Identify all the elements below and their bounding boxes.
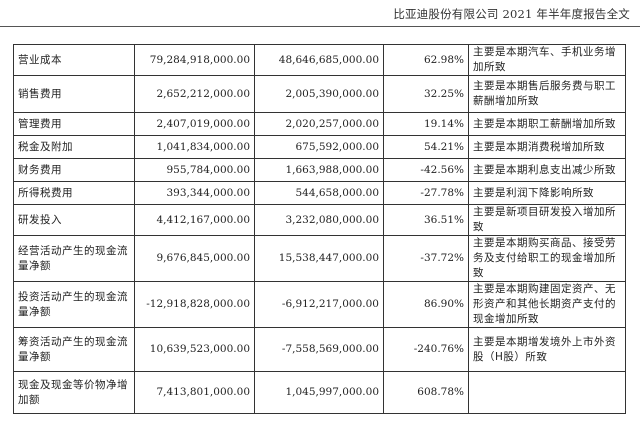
item-cell: 所得税费用 — [13, 181, 135, 205]
current-period-cell: 10,639,523,000.00 — [134, 327, 255, 372]
table-row: 销售费用 2,652,212,000.00 2,005,390,000.00 3… — [13, 75, 626, 113]
prior-period-cell: 544,658,000.00 — [254, 181, 384, 205]
reason-cell: 主要是本期利息支出减少所致 — [468, 158, 626, 182]
item-cell: 研发投入 — [13, 204, 135, 236]
item-cell: 投资活动产生的现金流量净额 — [13, 281, 135, 328]
table-row: 研发投入 4,412,167,000.00 3,232,080,000.00 3… — [13, 204, 626, 236]
current-period-cell: 9,676,845,000.00 — [134, 235, 255, 282]
prior-period-cell: 48,646,685,000.00 — [254, 44, 384, 76]
change-pct-cell: 86.90% — [383, 281, 469, 328]
change-pct-cell: -27.78% — [383, 181, 469, 205]
cut-off-text-line — [14, 424, 184, 429]
table-row: 管理费用 2,407,019,000.00 2,020,257,000.00 1… — [13, 112, 626, 136]
item-cell: 营业成本 — [13, 44, 135, 76]
item-cell: 经营活动产生的现金流量净额 — [13, 235, 135, 282]
table-row: 筹资活动产生的现金流量净额 10,639,523,000.00 -7,558,5… — [13, 327, 626, 372]
item-cell: 税金及附加 — [13, 135, 135, 159]
current-period-cell: 955,784,000.00 — [134, 158, 255, 182]
current-period-cell: 7,413,801,000.00 — [134, 371, 255, 414]
item-cell: 现金及现金等价物净增加额 — [13, 371, 135, 414]
prior-period-cell: 15,538,447,000.00 — [254, 235, 384, 282]
change-pct-cell: 19.14% — [383, 112, 469, 136]
item-cell: 筹资活动产生的现金流量净额 — [13, 327, 135, 372]
reason-cell: 主要是新项目研发投入增加所致 — [468, 204, 626, 236]
current-period-cell: -12,918,828,000.00 — [134, 281, 255, 328]
change-pct-cell: 608.78% — [383, 371, 469, 414]
prior-period-cell: -6,912,217,000.00 — [254, 281, 384, 328]
reason-cell: 主要是本期职工薪酬增加所致 — [468, 112, 626, 136]
table-row: 财务费用 955,784,000.00 1,663,988,000.00 -42… — [13, 158, 626, 182]
table-row: 现金及现金等价物净增加额 7,413,801,000.00 1,045,997,… — [13, 371, 626, 414]
change-pct-cell: 62.98% — [383, 44, 469, 76]
change-pct-cell: 36.51% — [383, 204, 469, 236]
table-row: 经营活动产生的现金流量净额 9,676,845,000.00 15,538,44… — [13, 235, 626, 282]
current-period-cell: 4,412,167,000.00 — [134, 204, 255, 236]
current-period-cell: 2,407,019,000.00 — [134, 112, 255, 136]
change-pct-cell: -240.76% — [383, 327, 469, 372]
change-pct-cell: -37.72% — [383, 235, 469, 282]
current-period-cell: 2,652,212,000.00 — [134, 75, 255, 113]
table-row: 营业成本 79,284,918,000.00 48,646,685,000.00… — [13, 44, 626, 76]
reason-cell: 主要是本期售后服务费与职工薪酬增加所致 — [468, 75, 626, 113]
reason-cell: 主要是本期购买商品、接受劳务及支付给职工的现金增加所致 — [468, 235, 626, 282]
prior-period-cell: 675,592,000.00 — [254, 135, 384, 159]
prior-period-cell: -7,558,569,000.00 — [254, 327, 384, 372]
reason-cell: 主要是本期增发境外上市外资股（H股）所致 — [468, 327, 626, 372]
table-row: 税金及附加 1,041,834,000.00 675,592,000.00 54… — [13, 135, 626, 159]
reason-cell: 主要是利润下降影响所致 — [468, 181, 626, 205]
financial-changes-table: 营业成本 79,284,918,000.00 48,646,685,000.00… — [13, 44, 626, 414]
prior-period-cell: 2,005,390,000.00 — [254, 75, 384, 113]
current-period-cell: 1,041,834,000.00 — [134, 135, 255, 159]
change-pct-cell: 32.25% — [383, 75, 469, 113]
current-period-cell: 79,284,918,000.00 — [134, 44, 255, 76]
prior-period-cell: 3,232,080,000.00 — [254, 204, 384, 236]
page-header: 比亚迪股份有限公司 2021 年半年度报告全文 — [0, 0, 640, 27]
reason-cell: 主要是本期购建固定资产、无形资产和其他长期资产支付的现金增加所致 — [468, 281, 626, 328]
prior-period-cell: 1,045,997,000.00 — [254, 371, 384, 414]
reason-cell — [468, 371, 626, 414]
reason-cell: 主要是本期汽车、手机业务增加所致 — [468, 44, 626, 76]
table-row: 投资活动产生的现金流量净额 -12,918,828,000.00 -6,912,… — [13, 281, 626, 328]
current-period-cell: 393,344,000.00 — [134, 181, 255, 205]
item-cell: 财务费用 — [13, 158, 135, 182]
reason-cell: 主要是本期消费税增加所致 — [468, 135, 626, 159]
prior-period-cell: 1,663,988,000.00 — [254, 158, 384, 182]
item-cell: 管理费用 — [13, 112, 135, 136]
prior-period-cell: 2,020,257,000.00 — [254, 112, 384, 136]
report-title: 比亚迪股份有限公司 2021 年半年度报告全文 — [393, 7, 630, 21]
table-row: 所得税费用 393,344,000.00 544,658,000.00 -27.… — [13, 181, 626, 205]
change-pct-cell: -42.56% — [383, 158, 469, 182]
change-pct-cell: 54.21% — [383, 135, 469, 159]
item-cell: 销售费用 — [13, 75, 135, 113]
